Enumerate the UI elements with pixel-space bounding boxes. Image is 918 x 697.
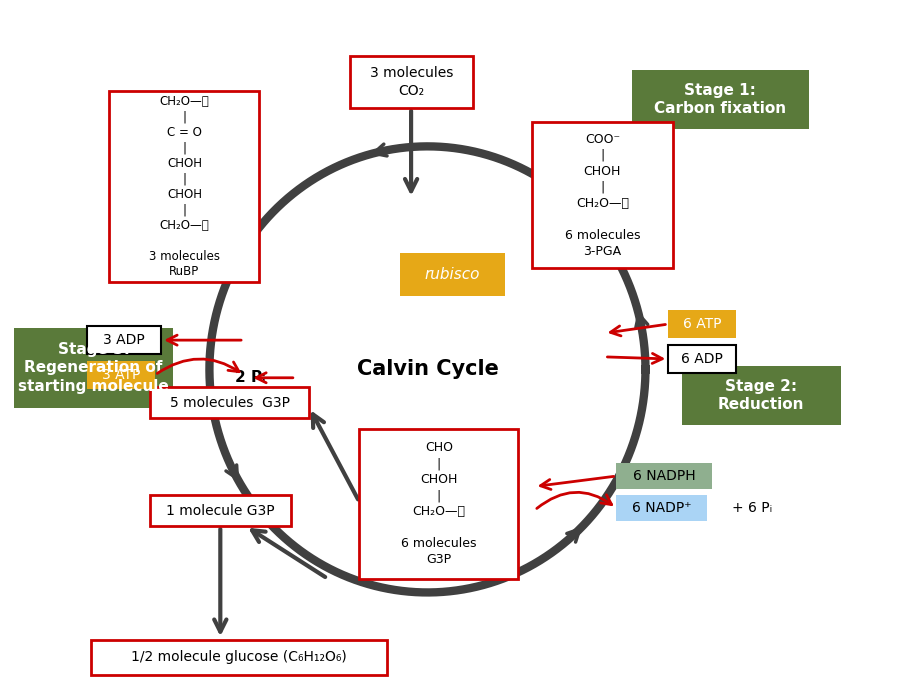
FancyBboxPatch shape [359,429,519,579]
FancyBboxPatch shape [616,495,707,521]
Text: CHO
|
CHOH
|
CH₂O—Ⓟ

6 molecules
G3P: CHO | CHOH | CH₂O—Ⓟ 6 molecules G3P [401,441,476,566]
Text: 1 molecule G3P: 1 molecule G3P [166,503,275,518]
Text: Calvin Cycle: Calvin Cycle [356,360,498,379]
Text: 3 ATP: 3 ATP [102,368,140,382]
FancyBboxPatch shape [532,122,673,268]
Text: CH₂O—Ⓟ
|
C = O
|
CHOH
|
CHOH
|
CH₂O—Ⓟ

3 molecules
RuBP: CH₂O—Ⓟ | C = O | CHOH | CHOH | CH₂O—Ⓟ 3 … [149,95,220,278]
FancyBboxPatch shape [400,253,505,296]
FancyBboxPatch shape [632,70,809,129]
Text: 6 NADP⁺: 6 NADP⁺ [633,501,691,515]
Text: 6 ADP: 6 ADP [681,352,723,366]
FancyBboxPatch shape [668,345,736,373]
FancyBboxPatch shape [91,640,386,675]
Text: Stage 1:
Carbon fixation: Stage 1: Carbon fixation [655,82,787,116]
Text: 5 molecules  G3P: 5 molecules G3P [170,395,290,410]
FancyBboxPatch shape [87,361,155,389]
FancyBboxPatch shape [151,495,291,526]
Text: rubisco: rubisco [425,267,480,282]
Text: 3 molecules
CO₂: 3 molecules CO₂ [370,66,453,98]
FancyBboxPatch shape [87,326,162,354]
Text: 6 ATP: 6 ATP [683,317,722,331]
FancyBboxPatch shape [351,56,473,108]
Text: Stage 2:
Reduction: Stage 2: Reduction [718,378,804,413]
Text: 3 ADP: 3 ADP [103,333,145,347]
FancyBboxPatch shape [668,310,736,338]
FancyBboxPatch shape [14,328,174,408]
Text: + 6 Pᵢ: + 6 Pᵢ [732,501,772,515]
Text: Stage 3:
Regeneration of
starting molecule: Stage 3: Regeneration of starting molecu… [18,342,169,394]
Text: 6 NADPH: 6 NADPH [633,469,696,483]
Text: COO⁻
|
CHOH
|
CH₂O—Ⓟ

6 molecules
3-PGA: COO⁻ | CHOH | CH₂O—Ⓟ 6 molecules 3-PGA [565,132,640,258]
FancyBboxPatch shape [109,91,260,282]
FancyBboxPatch shape [151,387,309,418]
Text: 1/2 molecule glucose (C₆H₁₂O₆): 1/2 molecule glucose (C₆H₁₂O₆) [131,650,347,664]
Text: 2 Pᵢ: 2 Pᵢ [235,370,265,385]
FancyBboxPatch shape [616,463,711,489]
FancyBboxPatch shape [682,366,841,425]
